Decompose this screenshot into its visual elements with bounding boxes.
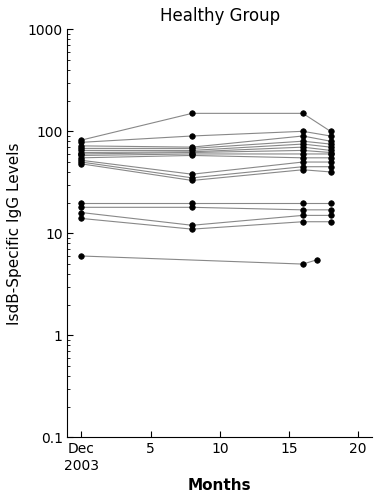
Y-axis label: IsdB-Specific IgG Levels: IsdB-Specific IgG Levels (7, 142, 22, 324)
Title: Healthy Group: Healthy Group (160, 7, 280, 25)
X-axis label: Months: Months (188, 478, 252, 493)
